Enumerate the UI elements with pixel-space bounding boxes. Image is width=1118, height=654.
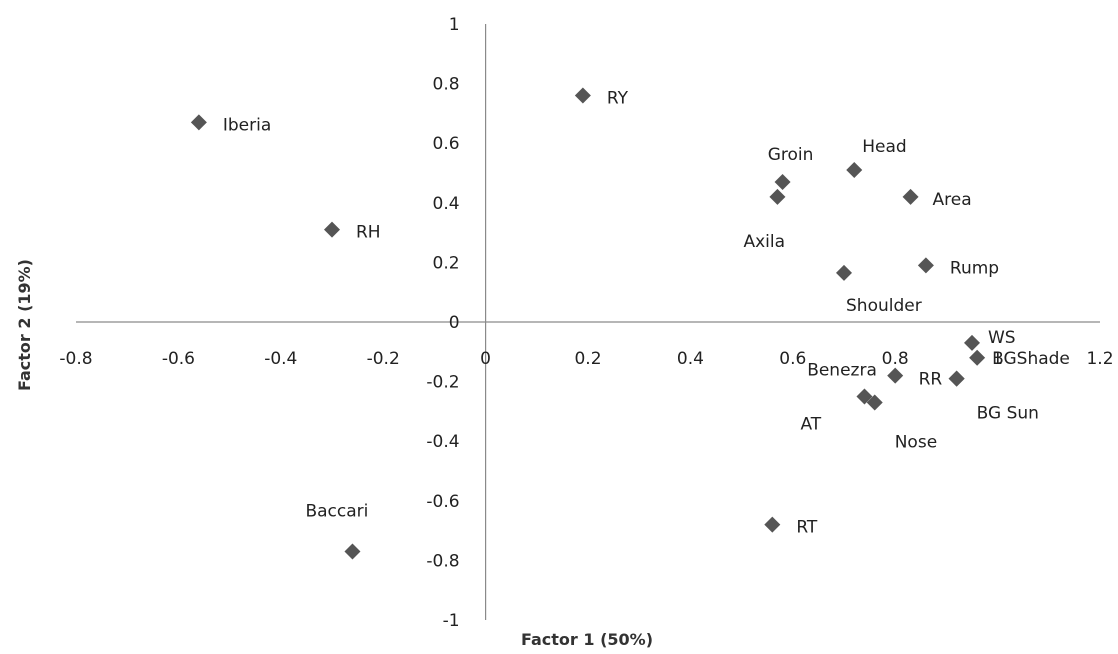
point-label-benezra: Benezra (807, 361, 877, 381)
x-tick-label: -0.6 (162, 349, 195, 369)
point-baccari (344, 543, 361, 560)
x-axis-title: Factor 1 (50%) (521, 630, 653, 649)
point-label-rr: RR (919, 370, 943, 390)
x-tick-label: 0 (480, 349, 491, 369)
point-bgshade (969, 349, 986, 366)
point-label-axila: Axila (743, 232, 785, 252)
point-label-rh: RH (356, 223, 381, 243)
point-shoulder (836, 264, 852, 281)
y-tick-label: 0 (449, 313, 460, 333)
point-ws (964, 334, 980, 351)
point-bg-sun (948, 370, 965, 387)
x-tick-label: 1 (992, 349, 1003, 369)
y-tick-label: -1 (443, 611, 460, 631)
point-label-groin: Groin (768, 145, 814, 165)
point-label-at: AT (800, 415, 821, 435)
x-tick-labels: -0.8 -0.6 -0.4 -0.2 0 0.2 0.4 0.6 0.8 1 1.2 (59, 349, 1113, 369)
point-benezra (887, 367, 904, 384)
point-nose (866, 394, 883, 411)
point-label-rt: RT (796, 518, 818, 538)
point-rump (917, 257, 934, 274)
axes (76, 24, 1100, 620)
y-tick-labels: 1 0.8 0.6 0.4 0.2 0 -0.2 -0.4 -0.6 -0.8 -1 (426, 15, 459, 631)
data-points (190, 87, 986, 560)
point-label-bgshade: BGShade (992, 349, 1070, 369)
x-tick-label: 0.8 (882, 349, 909, 369)
x-tick-label: 0.2 (574, 349, 601, 369)
y-tick-label: 0.8 (433, 75, 460, 95)
point-label-bg-sun: BG Sun (977, 404, 1039, 424)
point-at (856, 388, 873, 405)
y-axis-title: Factor 2 (19%) (15, 259, 34, 391)
point-labels: Iberia RY RH Groin Head Area Axila Rump Shoulder… (223, 89, 1070, 538)
y-tick-label: -0.4 (426, 432, 459, 452)
point-label-ws: WS (988, 328, 1016, 348)
point-label-shoulder: Shoulder (846, 296, 922, 316)
point-head (846, 162, 863, 179)
y-tick-label: -0.8 (426, 551, 459, 571)
point-label-head: Head (862, 137, 906, 157)
x-tick-label: 0.6 (779, 349, 806, 369)
y-tick-label: -0.2 (426, 373, 459, 393)
point-groin (774, 173, 791, 190)
point-label-area: Area (933, 190, 972, 210)
point-rh (324, 221, 340, 238)
x-tick-label: -0.4 (264, 349, 297, 369)
point-area (902, 188, 919, 205)
point-axila (769, 188, 786, 205)
point-label-baccari: Baccari (305, 501, 368, 521)
x-tick-label: -0.8 (59, 349, 92, 369)
point-label-rump: Rump (950, 258, 999, 278)
point-label-iberia: Iberia (223, 115, 271, 135)
y-tick-label: 0.2 (433, 253, 460, 273)
x-tick-label: -0.2 (367, 349, 400, 369)
point-label-nose: Nose (895, 432, 937, 452)
point-iberia (190, 114, 207, 131)
x-tick-label: 1.2 (1086, 349, 1113, 369)
y-tick-label: 0.4 (433, 194, 460, 214)
point-rt (764, 516, 781, 533)
y-tick-label: 0.6 (433, 134, 460, 154)
y-tick-label: 1 (449, 15, 460, 35)
x-tick-label: 0.4 (677, 349, 704, 369)
y-tick-label: -0.6 (426, 492, 459, 512)
point-ry (574, 87, 591, 104)
point-label-ry: RY (607, 89, 629, 109)
